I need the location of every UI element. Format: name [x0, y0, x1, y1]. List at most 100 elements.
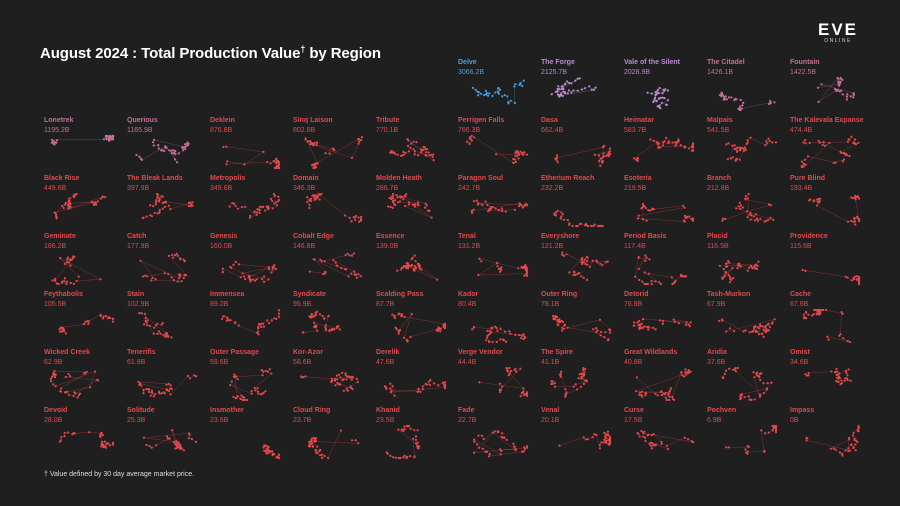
- map-system: [525, 153, 529, 156]
- map-system: [267, 278, 270, 281]
- region-value: 87.7B: [376, 301, 395, 308]
- map-system: [839, 333, 842, 336]
- map-system: [351, 388, 354, 391]
- map-system: [418, 265, 421, 268]
- map-system: [324, 324, 327, 327]
- map-system: [355, 377, 358, 380]
- map-system: [262, 150, 265, 153]
- map-system: [315, 197, 318, 200]
- map-system: [836, 370, 839, 373]
- map-link: [76, 279, 101, 282]
- map-link: [314, 259, 326, 273]
- map-system: [63, 280, 66, 283]
- region-value: 115.6B: [790, 243, 812, 250]
- region-cell-scalding-pass: Scalding Pass 87.7B: [376, 291, 458, 349]
- map-system: [160, 149, 163, 152]
- map-system: [437, 326, 440, 329]
- map-system: [673, 398, 676, 401]
- map-system: [157, 330, 161, 333]
- map-system: [771, 429, 774, 432]
- map-system: [584, 438, 587, 441]
- map-system: [71, 256, 74, 260]
- map-system: [64, 201, 67, 205]
- map-system: [857, 219, 861, 222]
- map-system: [143, 312, 147, 315]
- map-system: [466, 140, 469, 143]
- map-system: [470, 209, 473, 212]
- map-system: [772, 218, 775, 221]
- map-system: [556, 209, 559, 212]
- map-system: [140, 158, 143, 161]
- region-cell-deklein: Deklein 876.8B: [210, 117, 292, 175]
- map-system: [428, 383, 432, 386]
- region-map-icon: [801, 268, 861, 286]
- map-system: [349, 376, 352, 379]
- map-system: [737, 205, 740, 208]
- map-system: [317, 192, 320, 196]
- map-link: [248, 264, 275, 278]
- map-system: [765, 140, 768, 143]
- map-system: [805, 436, 808, 439]
- map-system: [524, 393, 527, 396]
- map-system: [407, 203, 411, 206]
- map-link: [724, 275, 734, 279]
- map-system: [107, 317, 110, 320]
- region-value: 121.2B: [541, 243, 564, 250]
- map-system: [496, 430, 499, 433]
- map-system: [439, 327, 442, 330]
- region-cell-outer-ring: Outer Ring 78.1B: [541, 291, 623, 349]
- map-link: [601, 145, 605, 159]
- map-system: [748, 398, 751, 401]
- map-system: [87, 322, 90, 325]
- map-system: [847, 447, 850, 450]
- map-system: [632, 324, 635, 327]
- map-system: [301, 331, 304, 334]
- map-link: [567, 327, 597, 333]
- map-system: [320, 260, 323, 263]
- map-system: [720, 91, 723, 94]
- map-system: [820, 308, 823, 312]
- map-system: [99, 433, 102, 436]
- map-system: [391, 313, 394, 316]
- map-system: [157, 200, 161, 203]
- map-system: [187, 142, 190, 145]
- map-system: [553, 382, 557, 385]
- map-system: [154, 201, 158, 204]
- map-system: [642, 317, 645, 321]
- map-system: [342, 389, 345, 392]
- map-system: [72, 394, 75, 398]
- map-system: [310, 316, 313, 319]
- map-system: [813, 199, 816, 202]
- map-system: [271, 268, 274, 271]
- region-cell-feythabolis: Feythabolis 105.5B: [44, 291, 126, 349]
- map-system: [608, 441, 612, 444]
- region-name: Great Wildlands: [624, 349, 678, 356]
- map-system: [409, 427, 412, 430]
- map-system: [576, 224, 579, 228]
- region-value: 662.4B: [541, 127, 564, 134]
- map-system: [581, 258, 584, 261]
- map-system: [580, 88, 583, 91]
- map-system: [655, 90, 658, 93]
- map-system: [744, 448, 747, 451]
- map-system: [410, 142, 413, 145]
- map-system: [183, 273, 186, 277]
- map-system: [402, 198, 405, 201]
- map-system: [512, 161, 515, 164]
- map-system: [138, 155, 141, 158]
- region-cell-branch: Branch 212.8B: [707, 175, 789, 233]
- map-system: [388, 197, 391, 200]
- map-system: [158, 211, 161, 214]
- map-system: [52, 383, 55, 386]
- map-system: [691, 143, 695, 146]
- map-system: [497, 209, 500, 212]
- map-system: [842, 158, 846, 161]
- map-system: [811, 314, 814, 317]
- region-cell-everyshore: Everyshore 121.2B: [541, 233, 623, 291]
- map-system: [827, 338, 830, 341]
- map-link: [74, 431, 90, 434]
- map-system: [507, 101, 510, 104]
- map-system: [598, 443, 601, 447]
- map-system: [171, 253, 174, 257]
- map-link: [151, 280, 182, 282]
